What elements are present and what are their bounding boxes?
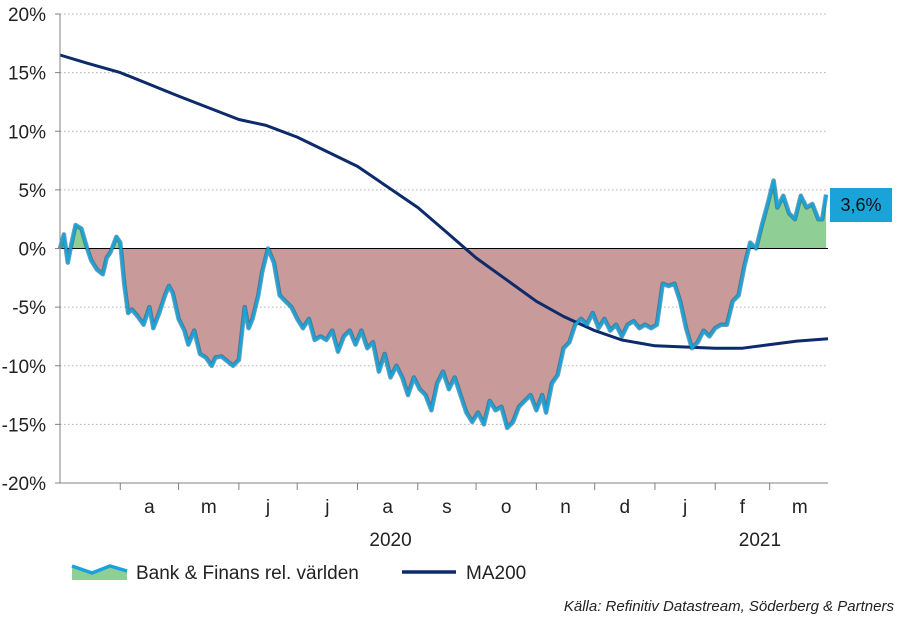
legend-label-ma200: MA200 bbox=[466, 563, 526, 584]
y-tick-label: -5% bbox=[12, 298, 46, 319]
value-callout-box bbox=[830, 188, 892, 222]
x-tick-label: m bbox=[201, 497, 217, 518]
legend-item-bank-finans: Bank & Finans rel. världen bbox=[71, 563, 359, 584]
y-tick-label: 0% bbox=[19, 240, 47, 261]
y-tick-label: 20% bbox=[8, 5, 46, 26]
series-line-ma200 bbox=[59, 53, 829, 350]
x-tick-label: d bbox=[620, 497, 631, 518]
year-label: 2021 bbox=[739, 530, 781, 551]
axes bbox=[55, 13, 828, 490]
value-callout: 3,6% bbox=[830, 188, 892, 222]
x-tick-label: a bbox=[382, 497, 393, 518]
series-lines bbox=[57, 53, 829, 431]
x-tick-label: j bbox=[324, 497, 329, 518]
x-tick-label: j bbox=[682, 497, 687, 518]
legend-swatch-bank-finans-line bbox=[71, 564, 128, 575]
legend: Bank & Finans rel. världen MA200 bbox=[71, 563, 526, 584]
y-tick-label: -20% bbox=[2, 474, 46, 495]
x-tick-label: n bbox=[560, 497, 571, 518]
series-line-bank-finans bbox=[58, 179, 828, 430]
area-below-zero bbox=[60, 248, 827, 428]
legend-item-ma200: MA200 bbox=[402, 563, 526, 584]
y-tick-label: 15% bbox=[8, 64, 46, 85]
y-tick-label: -15% bbox=[2, 415, 46, 436]
x-tick-label: m bbox=[792, 497, 808, 518]
legend-label-bank-finans: Bank & Finans rel. världen bbox=[136, 563, 359, 584]
source-note: Källa: Refinitiv Datastream, Söderberg &… bbox=[564, 598, 895, 615]
year-labels: 2020 2021 bbox=[369, 530, 781, 551]
y-tick-label: -10% bbox=[2, 357, 46, 378]
y-tick-labels: 20% 15% 10% 5% 0% -5% -10% -15% -20% bbox=[2, 5, 46, 495]
relative-performance-area bbox=[60, 180, 827, 428]
x-tick-label: f bbox=[740, 497, 746, 518]
value-callout-text: 3,6% bbox=[840, 195, 881, 215]
x-tick-label: j bbox=[265, 497, 270, 518]
x-tick-label: s bbox=[442, 497, 452, 518]
x-tick-label: o bbox=[501, 497, 512, 518]
year-label: 2020 bbox=[369, 530, 411, 551]
y-tick-label: 10% bbox=[8, 122, 46, 143]
legend-swatch-bank-finans-fill bbox=[72, 566, 127, 580]
y-tick-label: 5% bbox=[19, 181, 47, 202]
x-tick-label: a bbox=[144, 497, 155, 518]
